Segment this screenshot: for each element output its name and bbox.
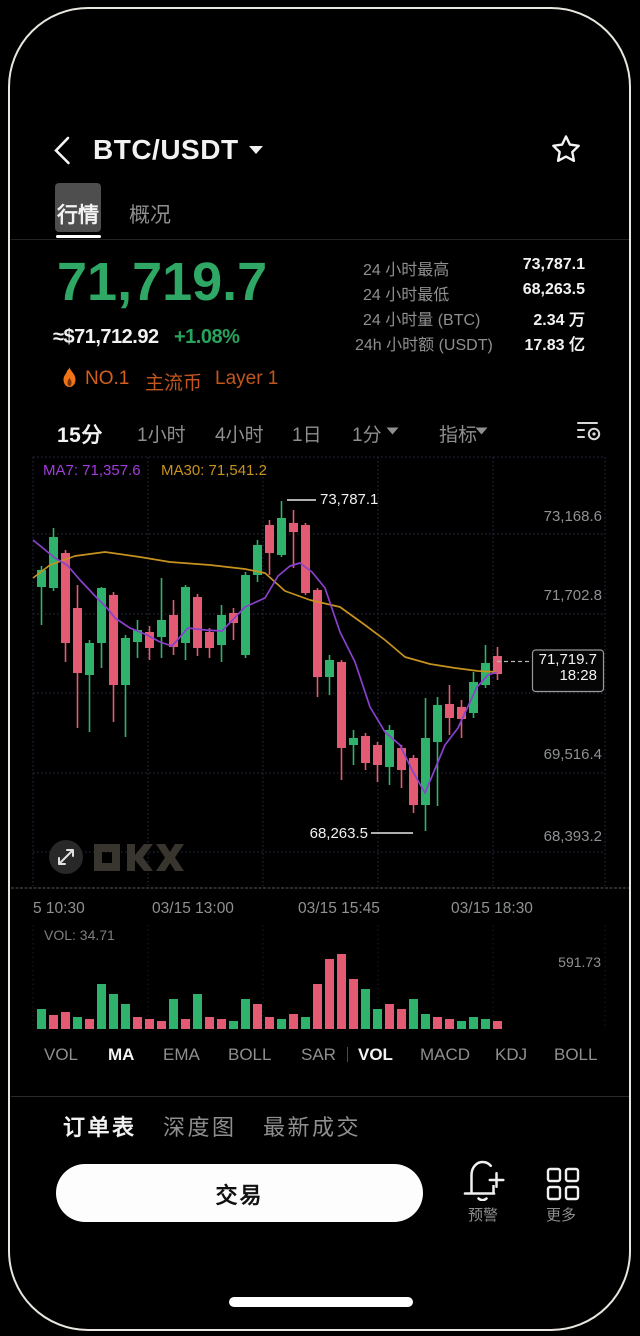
svg-text:VOL: 34.71: VOL: 34.71	[44, 927, 115, 943]
svg-text:18:28: 18:28	[559, 667, 597, 684]
svg-text:68,393.2: 68,393.2	[544, 828, 602, 845]
svg-text:5 10:30: 5 10:30	[33, 900, 85, 917]
svg-text:71,719.7: 71,719.7	[539, 651, 597, 668]
svg-text:71,702.8: 71,702.8	[544, 587, 602, 604]
svg-text:73,168.6: 73,168.6	[544, 508, 602, 525]
svg-text:68,263.5: 68,263.5	[310, 825, 368, 842]
svg-text:73,787.1: 73,787.1	[320, 491, 378, 508]
svg-text:MA30: 71,541.2: MA30: 71,541.2	[161, 462, 267, 479]
svg-text:03/15 18:30: 03/15 18:30	[451, 900, 533, 917]
svg-text:MA7: 71,357.6: MA7: 71,357.6	[43, 462, 141, 479]
svg-text:591.73: 591.73	[558, 954, 601, 970]
svg-text:69,516.4: 69,516.4	[544, 746, 602, 763]
svg-text:03/15 15:45: 03/15 15:45	[298, 900, 380, 917]
svg-text:03/15 13:00: 03/15 13:00	[152, 900, 234, 917]
